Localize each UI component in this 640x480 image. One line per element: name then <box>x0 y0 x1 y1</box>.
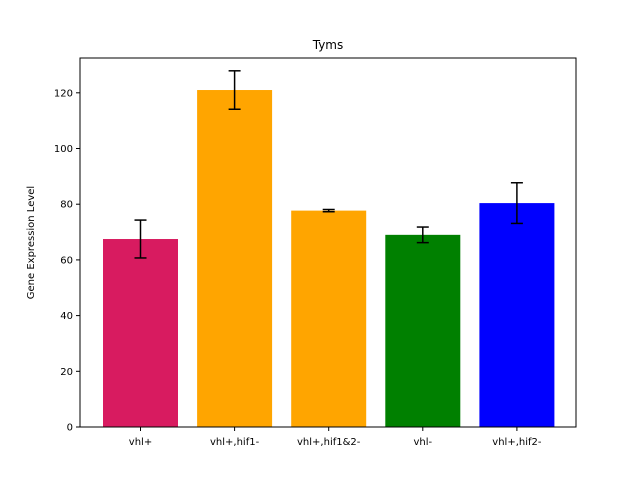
bars-group <box>103 90 555 427</box>
y-tick-label-4: 80 <box>60 200 73 211</box>
y-tick-label-2: 40 <box>60 311 73 322</box>
bar-0 <box>103 239 178 427</box>
plot-frame <box>79 57 577 428</box>
bar-1 <box>197 90 273 427</box>
y-tick-label-6: 120 <box>54 88 73 99</box>
chart-title: Tyms <box>312 38 344 52</box>
y-tick-label-5: 100 <box>54 144 73 155</box>
x-tick-label-3: vhl- <box>413 437 432 448</box>
x-tick-label-4: vhl+,hif2- <box>492 437 542 448</box>
x-tick-label-2: vhl+,hif1&2- <box>297 437 361 448</box>
error-bars-group <box>134 70 523 259</box>
x-tick-label-1: vhl+,hif1- <box>210 437 260 448</box>
bar-4 <box>479 203 555 427</box>
y-axis: 0 20 40 60 80 100 120 <box>54 88 80 434</box>
x-axis: vhl+ vhl+,hif1- vhl+,hif1&2- vhl-vhl+,hif2- <box>129 427 542 448</box>
y-axis-label: Gene Expression Level <box>26 186 37 299</box>
x-tick-label-0: vhl+ <box>129 437 152 448</box>
y-tick-label-0: 0 <box>67 423 73 434</box>
y-tick-label-1: 20 <box>60 367 73 378</box>
bar-2 <box>291 210 367 427</box>
bar-3 <box>385 234 461 427</box>
y-tick-label-3: 60 <box>60 255 73 266</box>
